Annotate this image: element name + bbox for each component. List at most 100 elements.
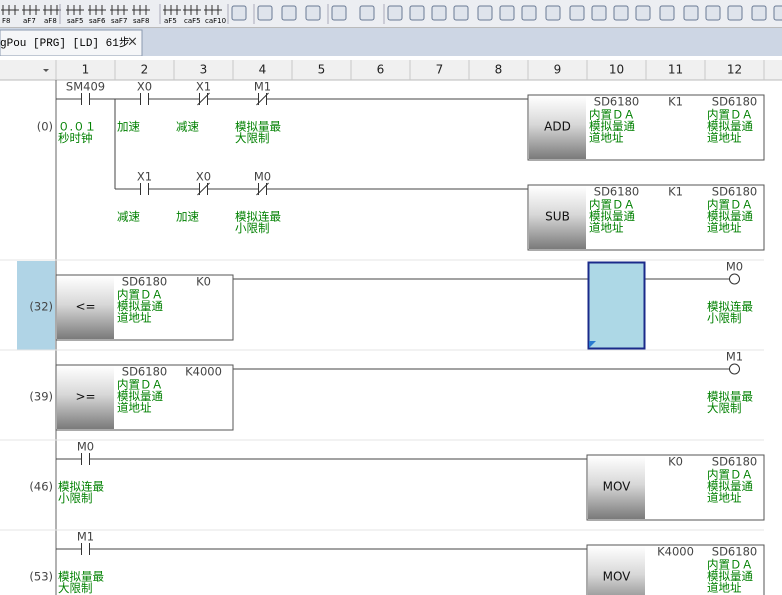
toolbar-icon[interactable] — [635, 5, 651, 21]
device-name: X0 — [137, 80, 152, 94]
contact-gap — [81, 547, 90, 551]
operand[interactable]: K0 — [196, 275, 211, 289]
step-number: (32) — [29, 300, 53, 314]
toolbar-icon[interactable] — [257, 5, 273, 21]
toolbar-icon[interactable] — [453, 5, 469, 21]
toolbar-icon[interactable] — [477, 5, 493, 21]
operand[interactable]: K4000 — [185, 365, 222, 379]
operand[interactable]: SD6180 — [122, 275, 167, 289]
contact[interactable] — [256, 92, 269, 106]
column-number: 5 — [318, 63, 326, 77]
contact[interactable] — [140, 183, 149, 195]
toolbar-icon[interactable] — [773, 5, 782, 21]
contact[interactable] — [140, 93, 149, 105]
device-comment: 模拟量通 — [117, 299, 163, 313]
toolbar-icon[interactable] — [1, 5, 19, 15]
toolbar-icon[interactable] — [521, 5, 537, 21]
device-comment: 模拟量最 — [235, 120, 281, 134]
toolbar-icon[interactable] — [231, 5, 247, 21]
contact[interactable] — [197, 92, 210, 106]
toolbar-icon[interactable] — [359, 5, 375, 21]
instruction-name[interactable]: >= — [75, 390, 95, 404]
toolbar-icon[interactable] — [705, 5, 721, 21]
device-comment: 内置ＤＡ — [117, 288, 163, 302]
contact[interactable] — [197, 182, 210, 196]
contact[interactable] — [81, 93, 90, 105]
toolbar-icon[interactable] — [183, 5, 201, 15]
device-comment: 大限制 — [707, 401, 742, 415]
coil[interactable] — [729, 363, 740, 375]
operand[interactable]: SD6180 — [594, 185, 639, 199]
toolbar-icon[interactable] — [22, 5, 40, 15]
toolbar-icon[interactable] — [727, 5, 743, 21]
contact-gap — [81, 97, 90, 101]
toolbar-icon[interactable] — [683, 5, 699, 21]
instruction-name[interactable]: SUB — [545, 210, 570, 224]
operand[interactable]: SD6180 — [712, 455, 757, 469]
device-comment: 减速 — [176, 120, 199, 134]
column-number: 10 — [609, 63, 624, 77]
toolbar-icon[interactable] — [66, 5, 84, 15]
contact[interactable] — [81, 453, 90, 465]
toolbar-shortcut: saF6 — [89, 17, 106, 25]
device-name: X0 — [196, 170, 211, 184]
device-name: M0 — [726, 260, 743, 274]
contact[interactable] — [81, 543, 90, 555]
toolbar-icon[interactable] — [613, 5, 629, 21]
toolbar-icon[interactable] — [499, 5, 515, 21]
ladder: 1 2 3 4 5 6 7 8 9 10 11 12(0)SM409０.０１秒时钟X0加速X1减速M1… — [0, 60, 765, 595]
instruction-box — [588, 456, 645, 519]
toolbar-icon[interactable] — [591, 5, 607, 21]
tab-close[interactable]: × — [127, 35, 138, 50]
device-comment: 内置ＤＡ — [707, 468, 753, 482]
operand[interactable]: K4000 — [657, 545, 694, 559]
device-comment: ０.０１ — [58, 120, 96, 134]
coil[interactable] — [729, 273, 740, 285]
step-number: (0) — [37, 120, 53, 134]
toolbar-icon[interactable] — [545, 5, 561, 21]
toolbar-icon[interactable] — [387, 5, 403, 21]
toolbar-icon[interactable] — [751, 5, 767, 21]
toolbar-icon[interactable] — [409, 5, 425, 21]
operand[interactable]: K1 — [668, 95, 683, 109]
cursor[interactable] — [587, 261, 646, 350]
operand[interactable]: K1 — [668, 185, 683, 199]
toolbar-icon[interactable] — [331, 5, 347, 21]
toolbar-icon[interactable] — [431, 5, 447, 21]
device-comment: 道地址 — [589, 131, 624, 145]
device-comment: 道地址 — [589, 221, 624, 235]
instruction-name[interactable]: MOV — [603, 570, 632, 584]
contact[interactable] — [256, 182, 269, 196]
toolbar-icon[interactable] — [88, 5, 106, 15]
toolbar-icon[interactable] — [43, 5, 61, 15]
device-comment: 模拟连最 — [58, 480, 104, 494]
device-comment: 模拟量通 — [589, 119, 635, 133]
operand[interactable]: SD6180 — [712, 95, 757, 109]
toolbar-icon[interactable] — [281, 5, 297, 21]
instruction-name[interactable]: MOV — [603, 480, 632, 494]
selected-step — [17, 261, 55, 350]
tab[interactable] — [0, 29, 143, 57]
toolbar-icon[interactable] — [163, 5, 181, 15]
toolbar-icon[interactable] — [659, 5, 675, 21]
device-comment: 模拟连最 — [235, 210, 281, 224]
operand[interactable]: SD6180 — [122, 365, 167, 379]
instruction-box — [529, 186, 586, 249]
operand[interactable]: SD6180 — [712, 545, 757, 559]
toolbar-icon[interactable] — [204, 5, 222, 15]
toolbar-icon[interactable] — [132, 5, 150, 15]
contact-gap — [140, 187, 149, 191]
toolbar-icon[interactable] — [305, 5, 321, 21]
operand[interactable]: SD6180 — [712, 185, 757, 199]
toolbar-icon[interactable] — [110, 5, 128, 15]
device-comment: 内置ＤＡ — [589, 108, 635, 122]
device-comment: 大限制 — [58, 581, 93, 595]
instruction-name[interactable]: ADD — [544, 120, 571, 134]
step-number: (53) — [29, 570, 53, 584]
instruction-name[interactable]: <= — [75, 300, 95, 314]
operand[interactable]: SD6180 — [594, 95, 639, 109]
toolbar-icon[interactable] — [569, 5, 585, 21]
cursor-marker — [589, 341, 596, 348]
header-dropdown[interactable] — [43, 69, 49, 72]
operand[interactable]: K0 — [668, 455, 683, 469]
